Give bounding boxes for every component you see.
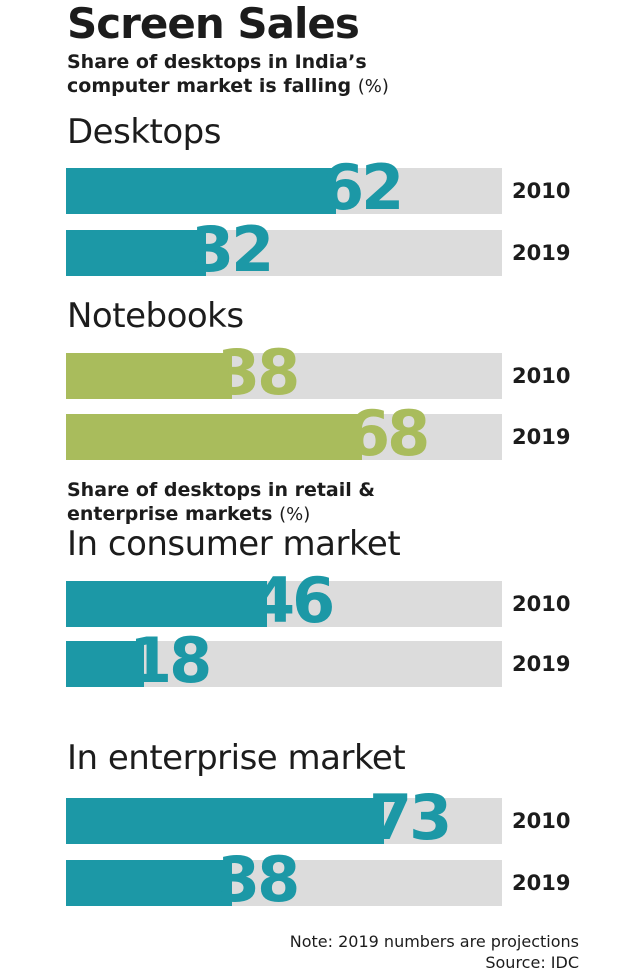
year-label-2010: 2010 bbox=[512, 179, 571, 203]
year-label-2019: 2019 bbox=[512, 652, 571, 676]
subtitle-india-text: Share of desktops in India’s computer ma… bbox=[67, 51, 367, 97]
bar-desktops-2019 bbox=[66, 230, 206, 276]
year-label-2019: 2019 bbox=[512, 241, 571, 265]
bar-track bbox=[66, 168, 502, 214]
value-label-in-enterprise-market-2019: 38 bbox=[217, 843, 300, 916]
footer-note: Note: 2019 numbers are projections bbox=[289, 932, 579, 951]
year-label-2010: 2010 bbox=[512, 809, 571, 833]
chart-title: Screen Sales bbox=[67, 0, 360, 48]
year-label-2010: 2010 bbox=[512, 592, 571, 616]
subtitle-retail-text: Share of desktops in retail & enterprise… bbox=[67, 479, 375, 525]
bar-track bbox=[66, 353, 502, 399]
value-label-notebooks-2010: 38 bbox=[217, 336, 300, 409]
subtitle-retail-enterprise: Share of desktops in retail & enterprise… bbox=[67, 478, 447, 527]
bar-desktops-2010 bbox=[66, 168, 336, 214]
year-label-2010: 2010 bbox=[512, 364, 571, 388]
bar-track bbox=[66, 230, 502, 276]
value-label-in-consumer-market-2019: 18 bbox=[129, 624, 212, 697]
value-label-in-consumer-market-2010: 46 bbox=[252, 564, 335, 637]
bar-track bbox=[66, 798, 502, 844]
bar-track bbox=[66, 860, 502, 906]
value-label-desktops-2019: 32 bbox=[191, 213, 274, 286]
subtitle-india-market: Share of desktops in India’s computer ma… bbox=[67, 50, 447, 99]
bar-notebooks-2019 bbox=[66, 414, 362, 460]
bar-track bbox=[66, 414, 502, 460]
group-label-desktops: Desktops bbox=[67, 112, 221, 152]
footer-source: Source: IDC bbox=[485, 953, 579, 972]
year-label-2019: 2019 bbox=[512, 425, 571, 449]
group-label-in-enterprise-market: In enterprise market bbox=[67, 738, 406, 778]
value-label-in-enterprise-market-2010: 73 bbox=[369, 781, 452, 854]
year-label-2019: 2019 bbox=[512, 871, 571, 895]
subtitle-india-unit: (%) bbox=[357, 76, 389, 97]
bar-in-consumer-market-2010 bbox=[66, 581, 267, 627]
bar-in-enterprise-market-2019 bbox=[66, 860, 232, 906]
value-label-desktops-2010: 62 bbox=[321, 151, 404, 224]
bar-track bbox=[66, 641, 502, 687]
bar-notebooks-2010 bbox=[66, 353, 232, 399]
subtitle-retail-unit: (%) bbox=[279, 504, 311, 525]
bar-track bbox=[66, 581, 502, 627]
bar-in-enterprise-market-2010 bbox=[66, 798, 384, 844]
group-label-notebooks: Notebooks bbox=[67, 296, 244, 336]
bar-in-consumer-market-2019 bbox=[66, 641, 144, 687]
group-label-in-consumer-market: In consumer market bbox=[67, 524, 401, 564]
value-label-notebooks-2019: 68 bbox=[347, 397, 430, 470]
